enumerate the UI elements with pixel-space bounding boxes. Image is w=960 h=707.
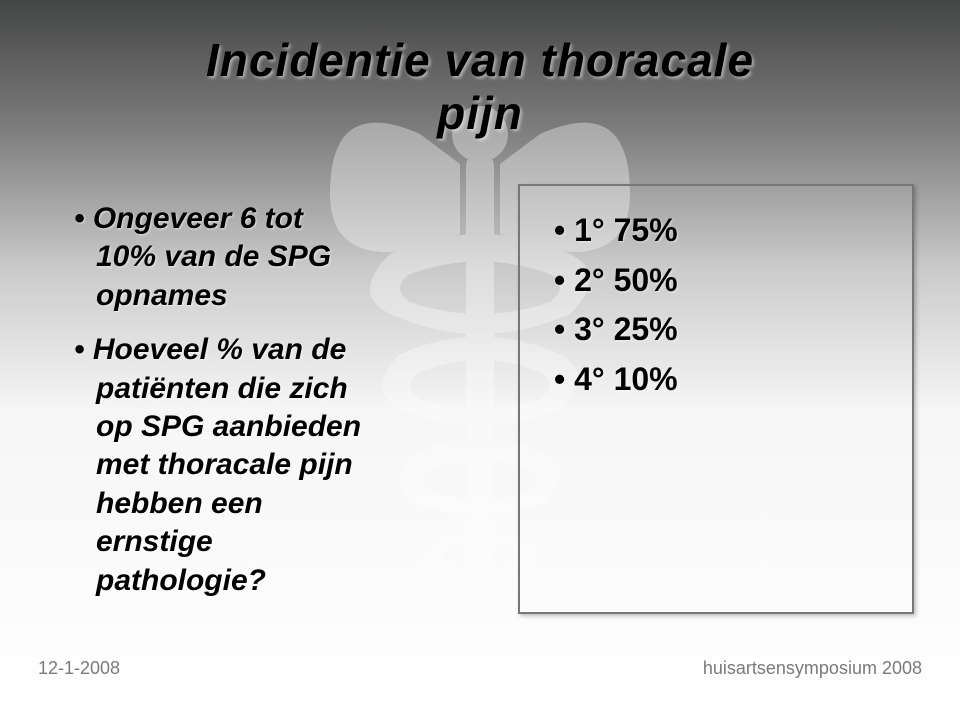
option-item: 1° 75% [554, 206, 878, 256]
slide-footer: 12-1-2008 huisartsensymposium 2008 [38, 658, 922, 679]
bullet-line: ernstige [74, 523, 474, 561]
footer-event: huisartsensymposium 2008 [703, 658, 922, 679]
bullet-line: Ongeveer 6 tot [74, 200, 474, 238]
bullet-line: Hoeveel % van de [74, 331, 474, 369]
bullet-group: Ongeveer 6 tot 10% van de SPG opnames [74, 200, 474, 315]
answer-options-box: 1° 75% 2° 50% 3° 25% 4° 10% [518, 184, 914, 614]
bullet-line: pathologie? [74, 562, 474, 600]
bullet-line: hebben een [74, 485, 474, 523]
title-line-2: pijn [437, 87, 523, 139]
bullet-line: opnames [74, 277, 474, 315]
option-item: 4° 10% [554, 355, 878, 405]
title-line-1: Incidentie van thoracale [206, 34, 754, 86]
bullet-line: op SPG aanbieden [74, 408, 474, 446]
left-bullet-column: Ongeveer 6 tot 10% van de SPG opnames Ho… [74, 200, 474, 616]
option-item: 2° 50% [554, 256, 878, 306]
footer-date: 12-1-2008 [38, 658, 120, 679]
slide-title: Incidentie van thoracale pijn [0, 34, 960, 140]
bullet-group: Hoeveel % van de patiënten die zich op S… [74, 331, 474, 600]
bullet-line: 10% van de SPG [74, 238, 474, 276]
option-item: 3° 25% [554, 305, 878, 355]
bullet-line: met thoracale pijn [74, 446, 474, 484]
bullet-line: patiënten die zich [74, 370, 474, 408]
